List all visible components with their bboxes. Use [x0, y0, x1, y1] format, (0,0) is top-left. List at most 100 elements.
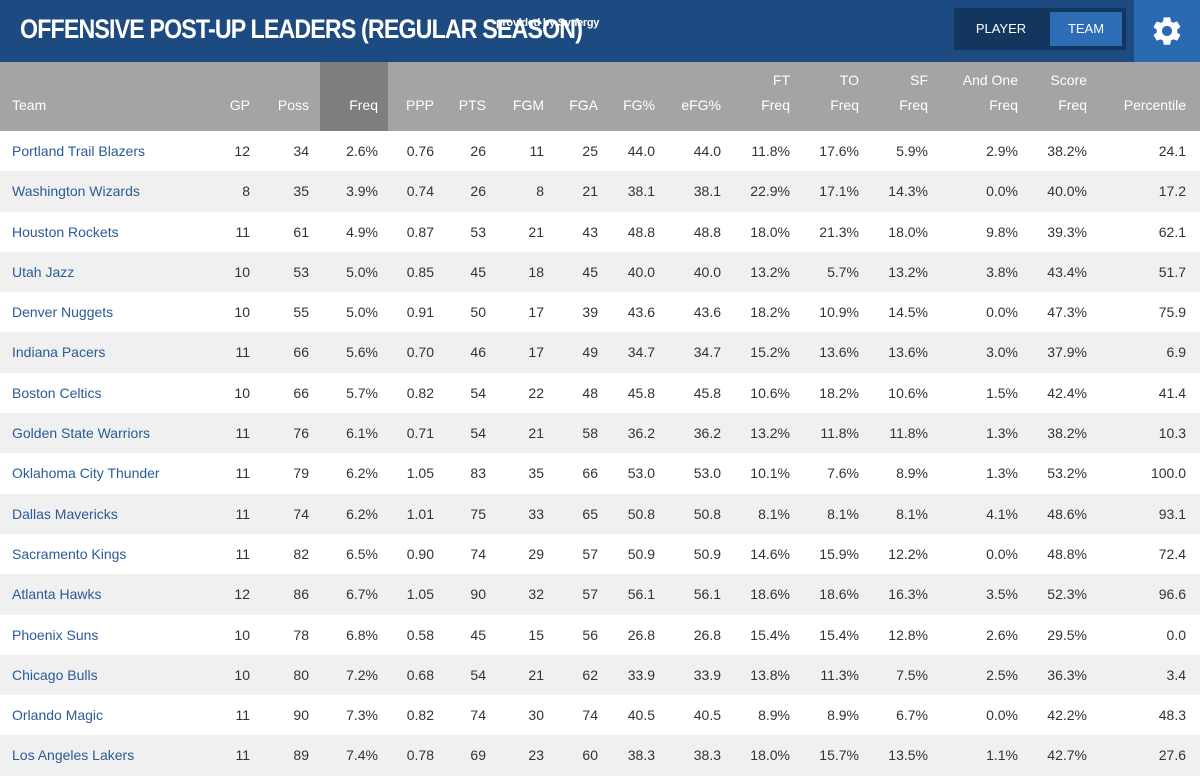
- column-header-to[interactable]: TO Freq: [799, 68, 859, 118]
- cell-gp: 12: [234, 586, 250, 603]
- cell-efg: 50.9: [693, 545, 721, 562]
- cell-pts: 69: [470, 747, 486, 764]
- settings-button[interactable]: [1134, 0, 1200, 62]
- cell-ft: 18.2%: [750, 304, 790, 321]
- column-header-line: [384, 68, 434, 93]
- cell-andone: 4.1%: [986, 505, 1018, 522]
- cell-freq: 6.5%: [346, 545, 378, 562]
- column-header-andone[interactable]: And One Freq: [938, 68, 1018, 118]
- team-link[interactable]: Orlando Magic: [12, 707, 104, 724]
- cell-efg: 38.3: [693, 747, 721, 764]
- column-header-fgm[interactable]: FGM: [494, 68, 544, 118]
- cell-andone: 2.6%: [986, 626, 1018, 643]
- cell-gp: 8: [242, 183, 250, 200]
- cell-to: 8.9%: [827, 707, 859, 724]
- team-link[interactable]: Houston Rockets: [12, 223, 119, 240]
- cell-fga: 48: [582, 384, 598, 401]
- cell-poss: 89: [293, 747, 309, 764]
- cell-poss: 76: [293, 425, 309, 442]
- team-link[interactable]: Golden State Warriors: [12, 425, 150, 442]
- column-header-efg[interactable]: eFG%: [661, 68, 721, 118]
- cell-ppp: 0.87: [406, 223, 434, 240]
- cell-fgp: 50.9: [627, 545, 655, 562]
- cell-fgp: 33.9: [627, 666, 655, 683]
- cell-score: 52.3%: [1047, 586, 1087, 603]
- cell-sf: 11.8%: [889, 425, 928, 442]
- table-row: Boston Celtics 10 66 5.7% 0.82 54 22 48 45.8 45.8…: [0, 373, 1200, 413]
- cell-pct: 100.0: [1150, 465, 1186, 482]
- column-header-score[interactable]: Score Freq: [1027, 68, 1087, 118]
- cell-poss: 80: [293, 666, 309, 683]
- cell-pts: 54: [470, 666, 486, 683]
- column-header-team[interactable]: Team: [12, 68, 212, 118]
- cell-ppp: 0.78: [406, 747, 434, 764]
- team-link[interactable]: Oklahoma City Thunder: [12, 465, 160, 482]
- column-header-sf[interactable]: SF Freq: [868, 68, 928, 118]
- cell-score: 29.5%: [1047, 626, 1087, 643]
- cell-fga: 62: [582, 666, 598, 683]
- cell-freq: 5.0%: [346, 304, 378, 321]
- column-header-freq[interactable]: Freq: [318, 68, 378, 118]
- team-link[interactable]: Chicago Bulls: [12, 666, 98, 683]
- cell-to: 10.9%: [819, 304, 859, 321]
- cell-efg: 48.8: [693, 223, 721, 240]
- cell-poss: 79: [293, 465, 309, 482]
- cell-efg: 26.8: [693, 626, 721, 643]
- team-link[interactable]: Sacramento Kings: [12, 545, 127, 562]
- table-row: Atlanta Hawks 12 86 6.7% 1.05 90 32 57 56.1 56.1 1…: [0, 574, 1200, 615]
- cell-poss: 74: [293, 505, 309, 522]
- cell-andone: 9.8%: [986, 223, 1018, 240]
- team-toggle-button[interactable]: TEAM: [1050, 12, 1122, 46]
- column-header-line: [318, 68, 378, 93]
- column-header-ppp[interactable]: PPP: [384, 68, 434, 118]
- cell-score: 47.3%: [1047, 304, 1087, 321]
- column-header-line: eFG%: [681, 97, 721, 113]
- cell-fgp: 40.5: [627, 707, 655, 724]
- column-header-fga[interactable]: FGA: [548, 68, 598, 118]
- team-link[interactable]: Portland Trail Blazers: [12, 143, 146, 159]
- team-link[interactable]: Dallas Mavericks: [12, 505, 118, 522]
- column-header-pts[interactable]: PTS: [441, 68, 486, 118]
- team-link[interactable]: Washington Wizards: [12, 183, 140, 200]
- team-link[interactable]: Boston Celtics: [12, 384, 102, 401]
- cell-gp: 10: [234, 626, 250, 643]
- column-header-poss[interactable]: Poss: [249, 68, 309, 118]
- cell-fga: 74: [582, 707, 598, 724]
- cell-freq: 7.4%: [346, 747, 378, 764]
- cell-gp: 11: [235, 747, 250, 764]
- column-header-gp[interactable]: GP: [190, 68, 250, 118]
- cell-ft: 14.6%: [750, 545, 790, 562]
- column-header-ft[interactable]: FT Freq: [730, 68, 790, 118]
- table-header: Team GP Poss Freq PPP PTS FGM FGA FG% eF…: [0, 62, 1200, 131]
- team-link[interactable]: Denver Nuggets: [12, 304, 114, 321]
- cell-andone: 1.5%: [986, 384, 1018, 401]
- player-toggle-button[interactable]: PLAYER: [975, 21, 1027, 36]
- table-row: Phoenix Suns 10 78 6.8% 0.58 45 15 56 26.8 26.8 15…: [0, 615, 1200, 655]
- team-link[interactable]: Utah Jazz: [12, 263, 75, 280]
- team-link[interactable]: Atlanta Hawks: [12, 586, 102, 603]
- cell-pct: 24.1: [1158, 143, 1186, 159]
- cell-fgp: 34.7: [627, 344, 655, 361]
- column-header-line: Poss: [277, 97, 309, 113]
- cell-fgm: 17: [528, 344, 544, 361]
- cell-pct: 75.9: [1158, 304, 1186, 321]
- cell-score: 39.3%: [1047, 223, 1087, 240]
- cell-fgp: 40.0: [627, 263, 655, 280]
- gear-icon: [1153, 17, 1181, 45]
- team-link[interactable]: Phoenix Suns: [12, 626, 99, 643]
- team-link[interactable]: Indiana Pacers: [12, 344, 106, 361]
- cell-freq: 2.6%: [346, 143, 378, 159]
- column-header-fgp[interactable]: FG%: [605, 68, 655, 118]
- cell-efg: 45.8: [693, 384, 721, 401]
- cell-sf: 6.7%: [896, 707, 928, 724]
- table-row: Utah Jazz 10 53 5.0% 0.85 45 18 45 40.0 40.0 13.2%…: [0, 251, 1200, 293]
- cell-sf: 16.3%: [888, 586, 928, 603]
- cell-fgm: 15: [528, 626, 544, 643]
- team-link[interactable]: Los Angeles Lakers: [12, 747, 135, 764]
- cell-gp: 11: [235, 223, 250, 240]
- column-header-pct[interactable]: Percentile: [1096, 68, 1186, 118]
- cell-ppp: 0.85: [406, 263, 434, 280]
- cell-to: 11.8%: [820, 425, 859, 442]
- column-header-line: [548, 68, 598, 93]
- cell-sf: 18.0%: [888, 223, 928, 240]
